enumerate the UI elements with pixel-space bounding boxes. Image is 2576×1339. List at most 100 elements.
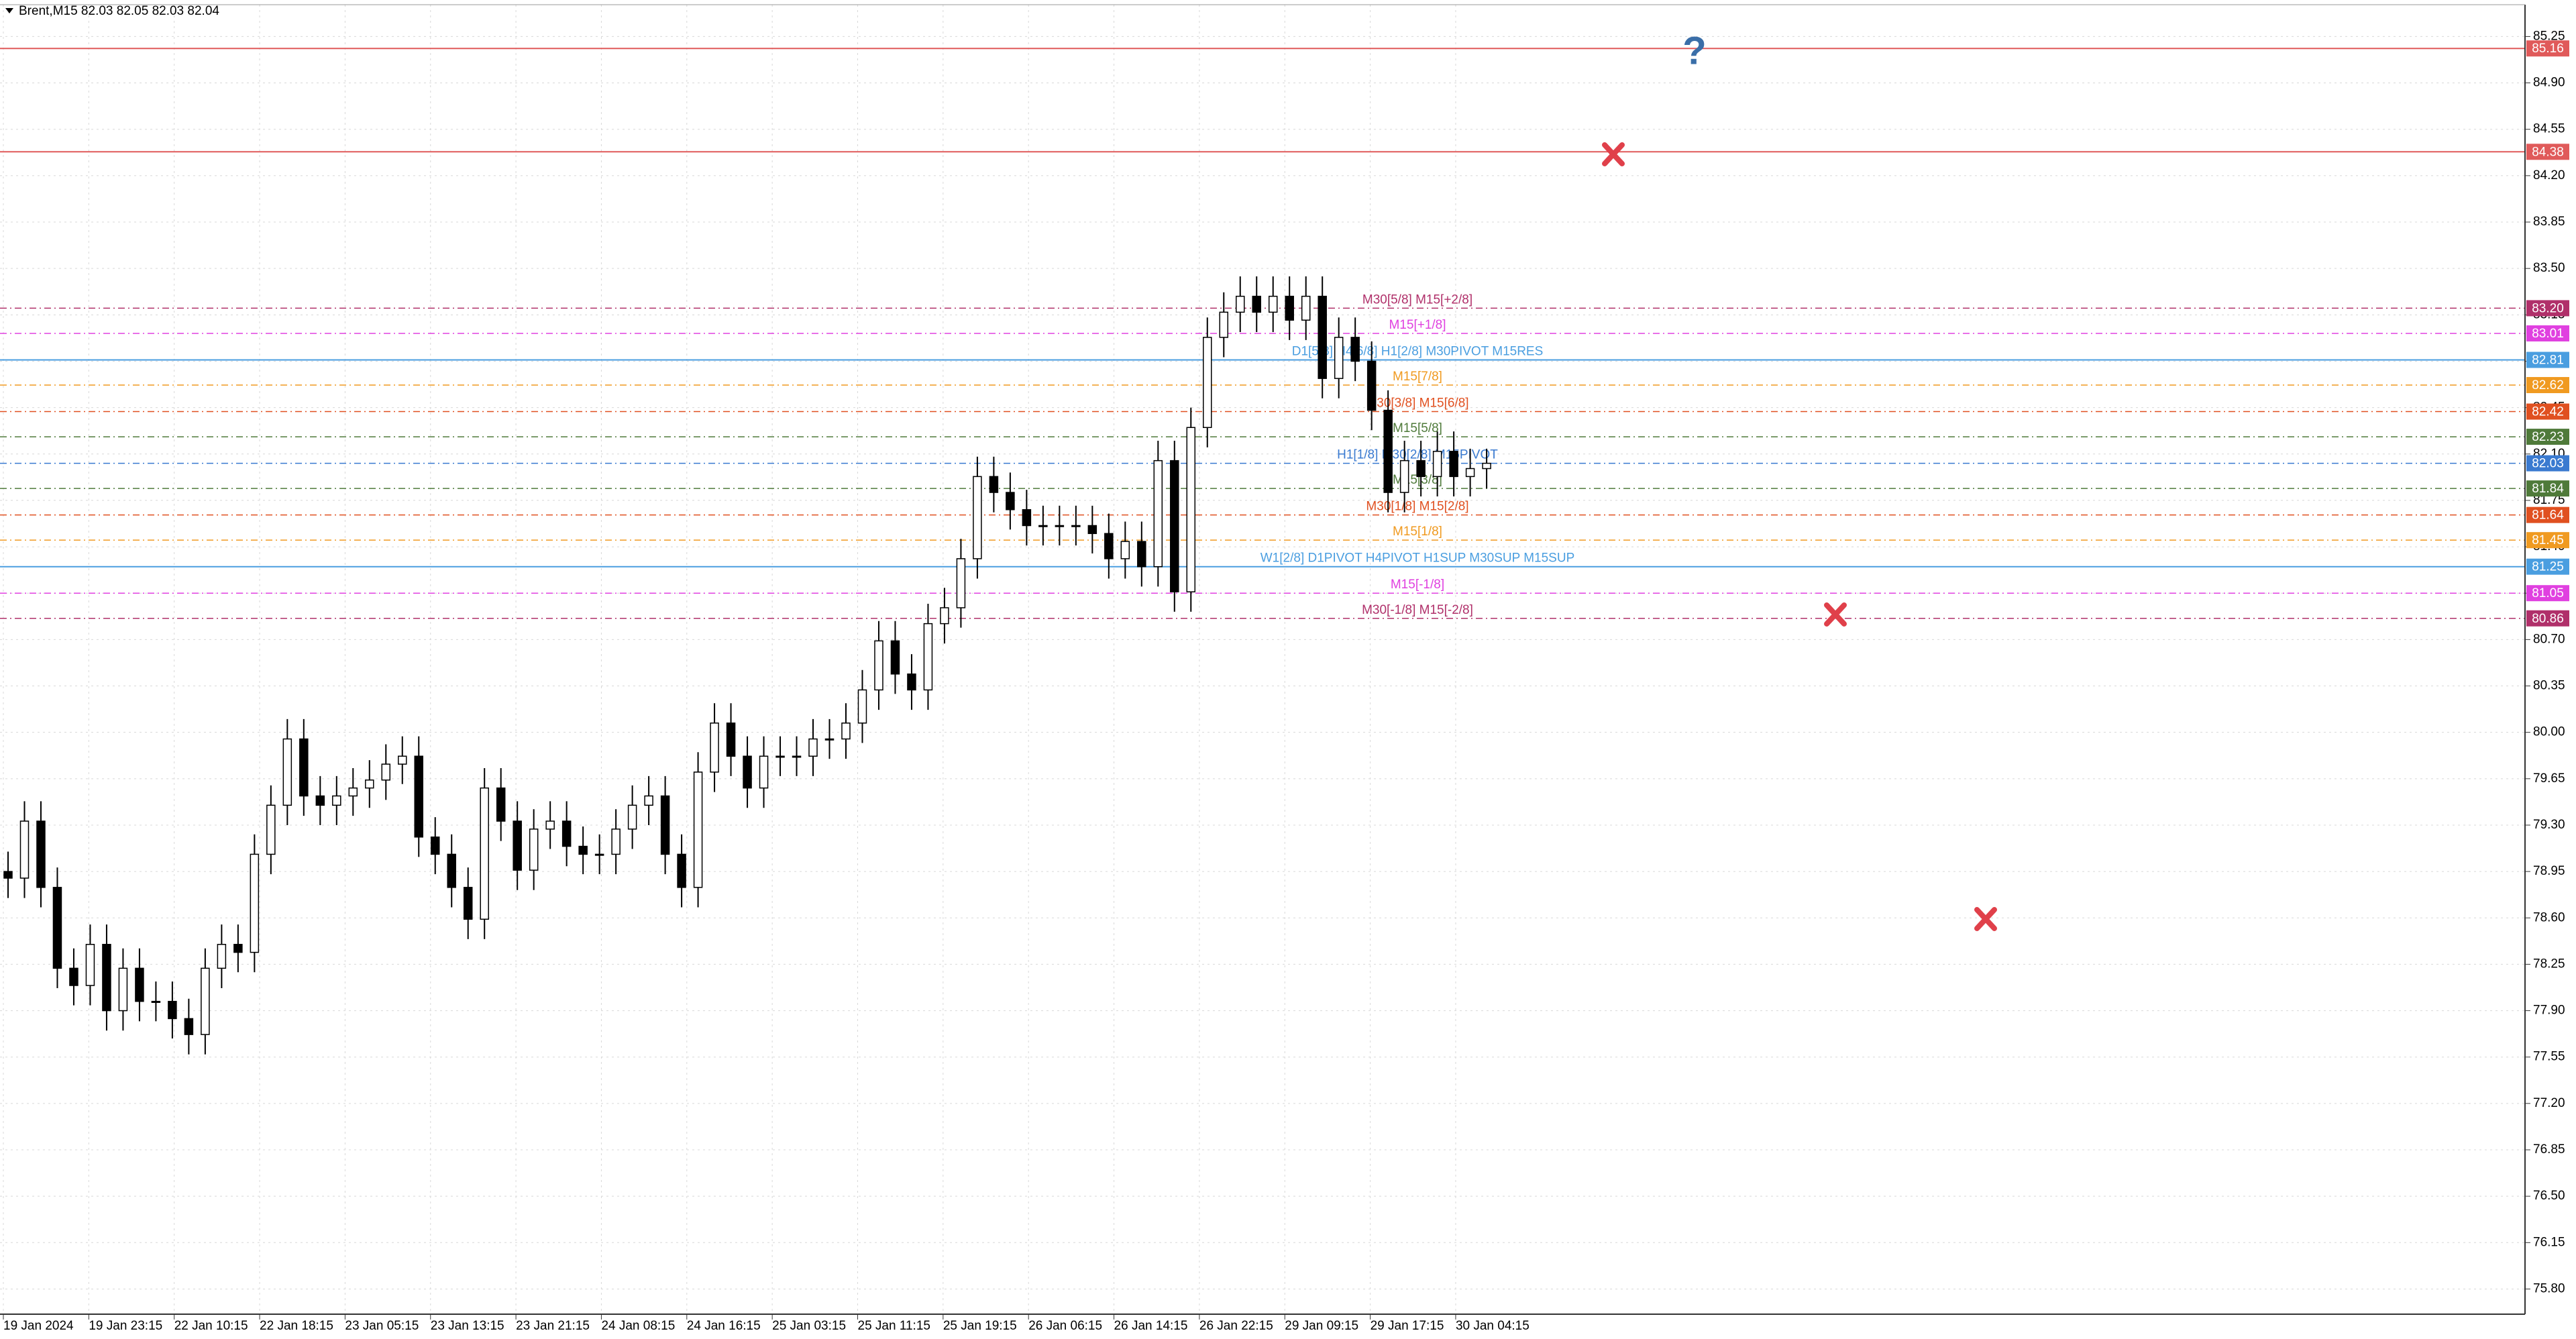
candle-body [3, 871, 13, 879]
x-tick-label: 26 Jan 06:15 [1028, 1319, 1102, 1333]
candle-body [529, 828, 539, 871]
candle-body [1006, 492, 1015, 511]
level-text: M15[5/8] [1393, 421, 1442, 435]
level-text: M30[5/8] M15[+2/8] [1362, 292, 1472, 307]
candle-body [1416, 460, 1426, 478]
candle-body [1465, 468, 1475, 478]
price-box [2526, 480, 2569, 497]
candle-body [677, 853, 686, 888]
price-box [2526, 40, 2569, 57]
x-tick-label: 30 Jan 04:15 [1456, 1319, 1529, 1333]
price-box-label: 82.62 [2532, 378, 2564, 392]
price-box [2526, 300, 2569, 317]
price-boxes: 85.16 84.38 83.20 83.01 82.81 82.62 82.42 82.23… [2526, 40, 2569, 627]
candle-body [561, 820, 572, 847]
cross-marker [1602, 142, 1625, 166]
candle-body [233, 944, 243, 953]
candle-body [611, 828, 621, 855]
candle-body [381, 763, 391, 781]
candle-body [824, 738, 835, 741]
x-tick-label: 25 Jan 11:15 [858, 1319, 930, 1333]
price-box [2526, 144, 2569, 160]
candle-body [1104, 533, 1114, 559]
x-tick-label: 19 Jan 23:15 [89, 1319, 162, 1333]
axes [0, 4, 2526, 1315]
candle-body [1383, 409, 1393, 493]
y-tick-label: 78.95 [2533, 864, 2565, 878]
candles [3, 276, 1491, 1055]
candle-body [299, 738, 309, 797]
y-tick-label: 77.20 [2533, 1096, 2565, 1110]
y-tick-label: 75.80 [2533, 1281, 2565, 1295]
price-box-label: 82.23 [2532, 430, 2564, 444]
y-tick-label: 77.55 [2533, 1050, 2565, 1064]
candle-body [743, 755, 752, 789]
chart-title: Brent,M15 82.03 82.05 82.03 82.04 [19, 4, 219, 18]
x-tick-label: 26 Jan 22:15 [1199, 1319, 1273, 1333]
level-text: W1[2/8] D1PIVOT H4PIVOT H1SUP M30SUP M15… [1260, 551, 1575, 566]
y-tick-label: 80.00 [2533, 725, 2565, 739]
cross-marker [1974, 907, 1997, 931]
y-tick-label: 78.60 [2533, 910, 2565, 924]
level-text: M30[1/8] M15[2/8] [1366, 500, 1468, 514]
levels: M30[5/8] M15[+2/8] M15[+1/8] D1[5/8] H4[6/… [0, 48, 2525, 619]
candle-body [874, 640, 883, 691]
candle-body [135, 967, 144, 1002]
candle-body [693, 771, 703, 888]
candle-body [430, 836, 440, 855]
x-tick-label: 25 Jan 19:15 [943, 1319, 1017, 1333]
y-tick-label: 84.90 [2533, 76, 2565, 90]
candle-body [513, 820, 522, 871]
price-box-label: 81.84 [2532, 482, 2564, 496]
candle-body [956, 558, 966, 608]
x-tick-label: 23 Jan 05:15 [345, 1319, 419, 1333]
candle-body [217, 944, 227, 969]
candle-body [1399, 460, 1409, 493]
candle-body [660, 795, 670, 855]
candle-body [1482, 462, 1491, 470]
x-tick-label: 25 Jan 03:15 [772, 1319, 846, 1333]
menu-arrow[interactable] [5, 8, 13, 13]
candle-body [447, 853, 456, 888]
candle-body [792, 755, 802, 758]
price-box-label: 81.64 [2532, 508, 2564, 523]
candle-body [1350, 337, 1360, 362]
x-tick-label: 24 Jan 08:15 [601, 1319, 675, 1333]
candle-body [184, 1018, 194, 1035]
candle-body [36, 820, 46, 888]
price-box [2526, 585, 2569, 602]
y-tick-label: 84.55 [2533, 122, 2565, 136]
candle-body [85, 944, 95, 986]
candle-body [545, 820, 555, 830]
price-box [2526, 455, 2569, 472]
candle-body [1087, 525, 1097, 535]
cross-markers [1602, 142, 1997, 931]
candle-body [923, 623, 933, 691]
candle-body [348, 787, 358, 797]
candle-body [463, 887, 473, 920]
candle-body [808, 738, 818, 757]
level-text: M30[3/8] M15[6/8] [1366, 396, 1468, 411]
candle-body [710, 722, 719, 773]
candle-body [365, 780, 374, 789]
candle-body [907, 673, 916, 691]
y-tick-label: 81.75 [2533, 493, 2565, 507]
grid [0, 5, 2525, 1314]
candle-body [973, 476, 982, 559]
candle-body [890, 640, 900, 675]
level-text: M15[-1/8] [1391, 578, 1444, 592]
candle-body [989, 476, 999, 493]
price-box [2526, 532, 2569, 549]
candle-body [940, 607, 949, 625]
y-tick-label: 79.30 [2533, 818, 2565, 832]
y-tick-label: 79.65 [2533, 771, 2565, 786]
candle-body [266, 804, 276, 855]
level-text: M15[+1/8] [1389, 318, 1446, 332]
candle-body [332, 795, 341, 806]
candle-body [1137, 541, 1146, 568]
level-text: D1[5/8] H4[6/8] H1[2/8] M30PIVOT M15RES [1292, 345, 1544, 359]
candle-body [1236, 295, 1245, 313]
y-tick-label: 77.90 [2533, 1004, 2565, 1018]
candle-body [19, 820, 30, 879]
candle-body [1318, 295, 1327, 379]
